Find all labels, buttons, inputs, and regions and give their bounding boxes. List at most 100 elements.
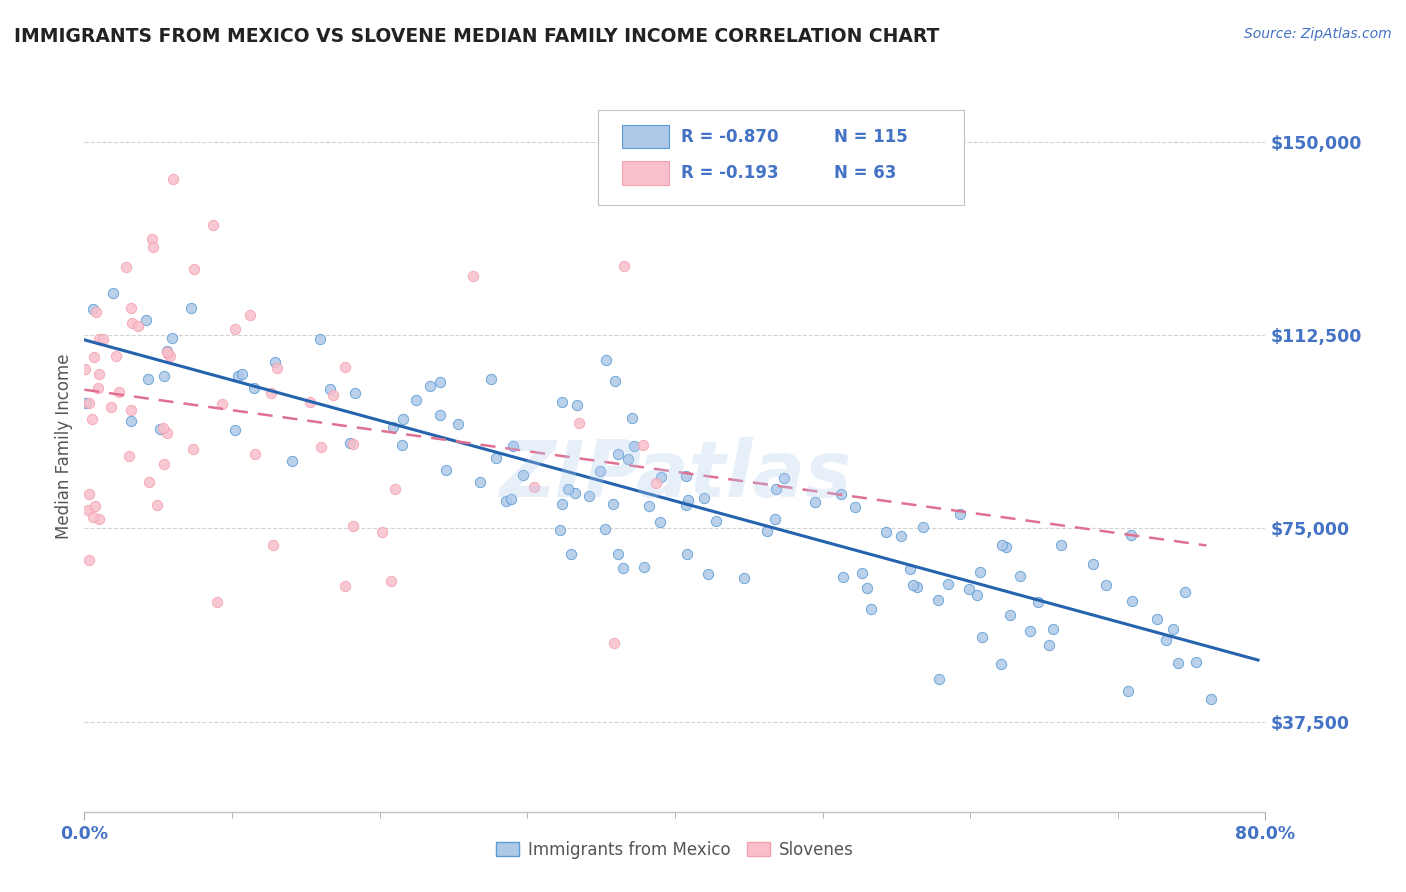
Point <box>342 519 364 533</box>
Point <box>928 672 950 686</box>
Point <box>87 512 110 526</box>
Point <box>141 231 163 245</box>
Point <box>763 511 786 525</box>
Point <box>447 417 470 431</box>
Point <box>105 349 128 363</box>
Point <box>1121 593 1143 607</box>
Point <box>990 657 1012 672</box>
Point <box>1161 622 1184 636</box>
Point <box>578 489 600 503</box>
Point <box>551 497 574 511</box>
Point <box>156 426 179 441</box>
Point <box>755 524 778 538</box>
Point <box>77 553 100 567</box>
Point <box>560 547 582 561</box>
Point <box>380 574 402 589</box>
Point <box>612 560 634 574</box>
Point <box>1174 584 1197 599</box>
Text: Source: ZipAtlas.com: Source: ZipAtlas.com <box>1244 27 1392 41</box>
Point <box>205 595 228 609</box>
Point <box>1050 538 1073 552</box>
Point <box>83 350 105 364</box>
Point <box>183 262 205 277</box>
Point <box>603 374 626 388</box>
Point <box>153 369 176 384</box>
Point <box>146 499 169 513</box>
Point <box>606 447 628 461</box>
Point <box>551 395 574 409</box>
Point <box>704 515 727 529</box>
Point <box>120 415 142 429</box>
Point <box>333 579 356 593</box>
Point <box>115 260 138 275</box>
Point <box>159 349 181 363</box>
Point <box>152 421 174 435</box>
Point <box>73 361 96 376</box>
Point <box>211 396 233 410</box>
Point <box>1154 633 1177 648</box>
Point <box>266 361 288 376</box>
Point <box>890 529 912 543</box>
Point <box>120 402 142 417</box>
Point <box>1121 528 1143 542</box>
Point <box>153 457 176 471</box>
Point <box>322 387 344 401</box>
Point <box>260 386 283 401</box>
Point <box>429 409 451 423</box>
Point <box>1081 558 1104 572</box>
Text: IMMIGRANTS FROM MEXICO VS SLOVENE MEDIAN FAMILY INCOME CORRELATION CHART: IMMIGRANTS FROM MEXICO VS SLOVENE MEDIAN… <box>14 27 939 45</box>
Point <box>77 502 100 516</box>
Point <box>335 359 357 374</box>
Point <box>371 524 394 539</box>
Point <box>991 538 1014 552</box>
Point <box>461 268 484 283</box>
Point <box>82 510 104 524</box>
Point <box>907 581 929 595</box>
Point <box>93 332 115 346</box>
Point <box>434 463 457 477</box>
Point <box>927 593 949 607</box>
Point <box>938 577 960 591</box>
Point <box>224 423 246 437</box>
Point <box>548 523 571 537</box>
Point <box>77 487 100 501</box>
Point <box>77 396 100 410</box>
Point <box>82 412 104 426</box>
Point <box>564 486 586 500</box>
Point <box>851 566 873 580</box>
Point <box>855 582 877 596</box>
Point <box>972 630 994 644</box>
Point <box>648 515 671 529</box>
Point <box>156 344 179 359</box>
Point <box>1095 578 1118 592</box>
Point <box>998 607 1021 622</box>
Point <box>898 562 921 576</box>
Point <box>135 312 157 326</box>
Point <box>832 570 855 584</box>
Point <box>484 451 506 466</box>
Point <box>650 470 672 484</box>
Point <box>568 416 591 430</box>
Point <box>120 301 142 315</box>
Point <box>512 467 534 482</box>
Point <box>391 438 413 452</box>
Point <box>1184 655 1206 669</box>
Point <box>1116 683 1139 698</box>
Point <box>693 491 716 505</box>
Point <box>157 347 180 361</box>
Point <box>1019 624 1042 638</box>
Point <box>633 560 655 574</box>
Point <box>100 400 122 414</box>
Point <box>83 500 105 514</box>
Point <box>901 578 924 592</box>
Point <box>138 475 160 489</box>
Point <box>557 482 579 496</box>
Point <box>239 309 262 323</box>
Point <box>156 344 179 359</box>
Point <box>299 394 322 409</box>
Point <box>224 322 246 336</box>
Point <box>875 524 897 539</box>
Point <box>595 353 617 368</box>
Point <box>429 375 451 389</box>
Point <box>226 369 249 384</box>
